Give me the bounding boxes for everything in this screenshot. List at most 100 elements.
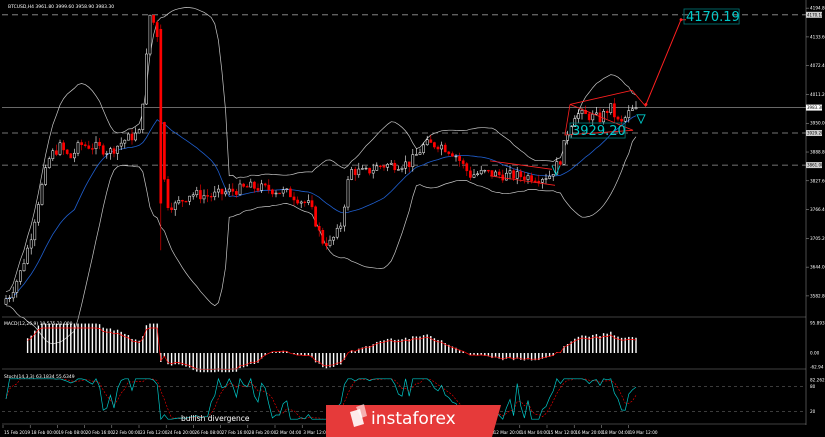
candle-body <box>195 190 199 196</box>
candle-body <box>321 230 325 244</box>
candle-body <box>386 164 389 168</box>
candle-body <box>127 133 130 141</box>
candle-body <box>433 142 436 148</box>
candle-body <box>371 170 375 174</box>
candle-body <box>145 53 148 105</box>
candle-body <box>310 200 314 208</box>
level-price-tag <box>806 11 822 18</box>
candle-body <box>141 103 145 130</box>
candle-body <box>382 165 386 168</box>
candle-body <box>220 188 224 195</box>
candle-body <box>235 191 238 195</box>
macd-scale-label: 0.00 <box>810 351 820 356</box>
candle-body <box>397 169 400 171</box>
candle-body <box>573 118 577 127</box>
time-tick-label: 19 Feb 08:00 <box>58 430 86 435</box>
price-tick-label: 3644.00 <box>810 265 825 270</box>
time-tick-label: 3 Mar 12:00 <box>303 430 329 435</box>
candle-body <box>51 150 55 159</box>
brand-banner: instaforex <box>326 404 501 437</box>
candle-body <box>375 165 379 171</box>
candle-body <box>465 163 469 172</box>
candle-body <box>407 161 411 167</box>
candle-body <box>181 200 184 202</box>
support-price-label-box <box>569 122 626 139</box>
candle-body <box>296 199 299 204</box>
price-tick-label: 4072.40 <box>810 63 825 68</box>
bollinger-lower-band <box>5 136 637 345</box>
candle-body <box>400 167 404 170</box>
candle-body <box>44 167 47 185</box>
support-price-label: 3929.20 <box>572 124 626 139</box>
candle-body <box>551 173 555 177</box>
candle-body <box>364 167 368 170</box>
stoch-scale-label: 80 <box>810 384 816 389</box>
candle-body <box>76 142 80 154</box>
macd-scale-label: -62.94 <box>810 365 824 370</box>
candle-body <box>523 176 526 180</box>
brand-background <box>326 405 501 437</box>
candle-body <box>163 122 166 180</box>
candle-body <box>40 184 44 205</box>
price-tick-label: 3705.20 <box>810 236 825 241</box>
candle-body <box>404 161 407 169</box>
candle-body <box>155 22 159 37</box>
candle-body <box>350 169 353 180</box>
candle-body <box>458 155 461 161</box>
candle-body <box>605 110 609 113</box>
level-price-tag <box>806 162 822 169</box>
time-tick-label: 18 Feb 00:00 <box>31 430 59 435</box>
candle-body <box>555 161 559 175</box>
macd-panel <box>26 323 637 373</box>
chart-title: BTCUSD,H4 3961.80 3999.60 3958.90 3983.3… <box>8 4 114 10</box>
candle-body <box>487 170 490 172</box>
time-tick-label: 18 Mar 04:00 <box>602 430 630 435</box>
candle-body <box>256 188 260 191</box>
price-tick-label: 4133.60 <box>810 34 825 39</box>
candle-body <box>623 117 627 122</box>
level-price-label: 3861.00 <box>807 163 824 168</box>
candle-body <box>231 188 235 192</box>
candle-body <box>343 206 346 227</box>
level-price-label: 4170.19 <box>807 12 824 17</box>
candle-body <box>130 133 134 141</box>
candle-body <box>303 201 307 204</box>
price-tick-label: 4194.80 <box>810 6 825 11</box>
candle-body <box>199 190 202 200</box>
candle-body <box>137 129 141 134</box>
price-tick-label: 3950.00 <box>810 121 825 126</box>
macd-title: MACD(12,26,9) 19.575 21.000 <box>4 321 73 327</box>
level-price-label: 3983.30 <box>807 105 824 110</box>
candle-body <box>602 110 605 123</box>
candle-body <box>537 180 541 183</box>
candle-body <box>479 170 483 175</box>
candle-body <box>105 153 109 155</box>
level-price-tag <box>806 130 822 137</box>
candle-body <box>173 202 177 210</box>
candle-body <box>526 175 530 180</box>
time-tick-label: 23 Feb 12:00 <box>140 430 168 435</box>
candle-body <box>184 200 188 203</box>
candle-body <box>328 239 332 246</box>
time-tick-label: 19 Mar 12:00 <box>630 430 658 435</box>
candle-body <box>443 144 447 153</box>
candle-body <box>533 180 537 183</box>
candle-body <box>519 171 523 178</box>
candle-body <box>368 167 371 174</box>
candle-body <box>62 142 65 151</box>
stoch-main-line <box>5 377 637 421</box>
candle-body <box>577 113 580 119</box>
target-projection-line <box>645 19 686 105</box>
triangle-pattern <box>564 104 634 136</box>
candle-body <box>238 183 242 195</box>
candle-body <box>411 154 415 167</box>
candle-body <box>299 201 303 204</box>
candle-body <box>379 165 382 167</box>
price-tick-label: 4011.20 <box>810 92 825 97</box>
candle-body <box>566 134 569 141</box>
stoch-signal-line <box>5 378 637 420</box>
level-price-tag <box>806 104 822 111</box>
candle-body <box>289 188 292 198</box>
candle-body <box>292 196 296 201</box>
candle-body <box>580 110 584 114</box>
